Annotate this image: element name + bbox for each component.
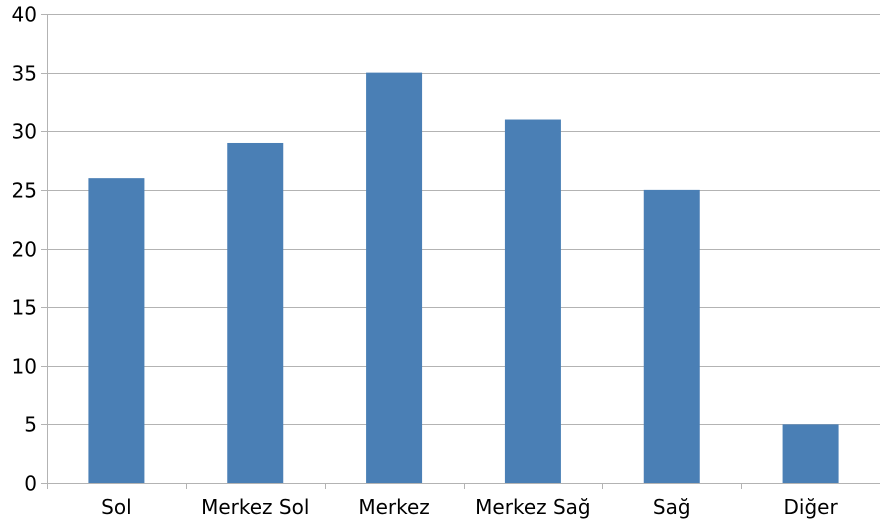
- x-tick-label: Merkez: [358, 495, 429, 519]
- x-tick-label: Merkez Sol: [201, 495, 309, 519]
- x-tick-label: Sol: [101, 495, 132, 519]
- axes: [41, 14, 880, 489]
- bar: [88, 178, 145, 483]
- bar: [643, 189, 700, 483]
- gridlines: [47, 14, 880, 425]
- y-tick-label: 25: [12, 179, 37, 203]
- y-tick-label: 30: [12, 120, 37, 144]
- y-tick-label: 20: [12, 238, 37, 262]
- bars: [88, 72, 839, 484]
- bar: [782, 424, 839, 483]
- y-tick-label: 40: [12, 3, 37, 27]
- x-tick-labels: Sol Merkez Sol Merkez Merkez Sağ Sağ Diğer: [101, 495, 838, 519]
- y-tick-labels: 0 5 10 15 20 25 30 35 40: [12, 3, 37, 496]
- bar: [366, 72, 423, 483]
- bar: [504, 119, 561, 484]
- y-tick-label: 35: [12, 62, 37, 86]
- y-tick-label: 0: [24, 472, 37, 496]
- y-tick-label: 5: [24, 413, 37, 437]
- x-tick-label: Diğer: [783, 495, 838, 519]
- y-tick-label: 15: [12, 296, 37, 320]
- y-tick-label: 10: [12, 355, 37, 379]
- x-tick-label: Sağ: [653, 495, 691, 519]
- x-tick-label: Merkez Sağ: [475, 495, 590, 519]
- bar: [227, 142, 284, 483]
